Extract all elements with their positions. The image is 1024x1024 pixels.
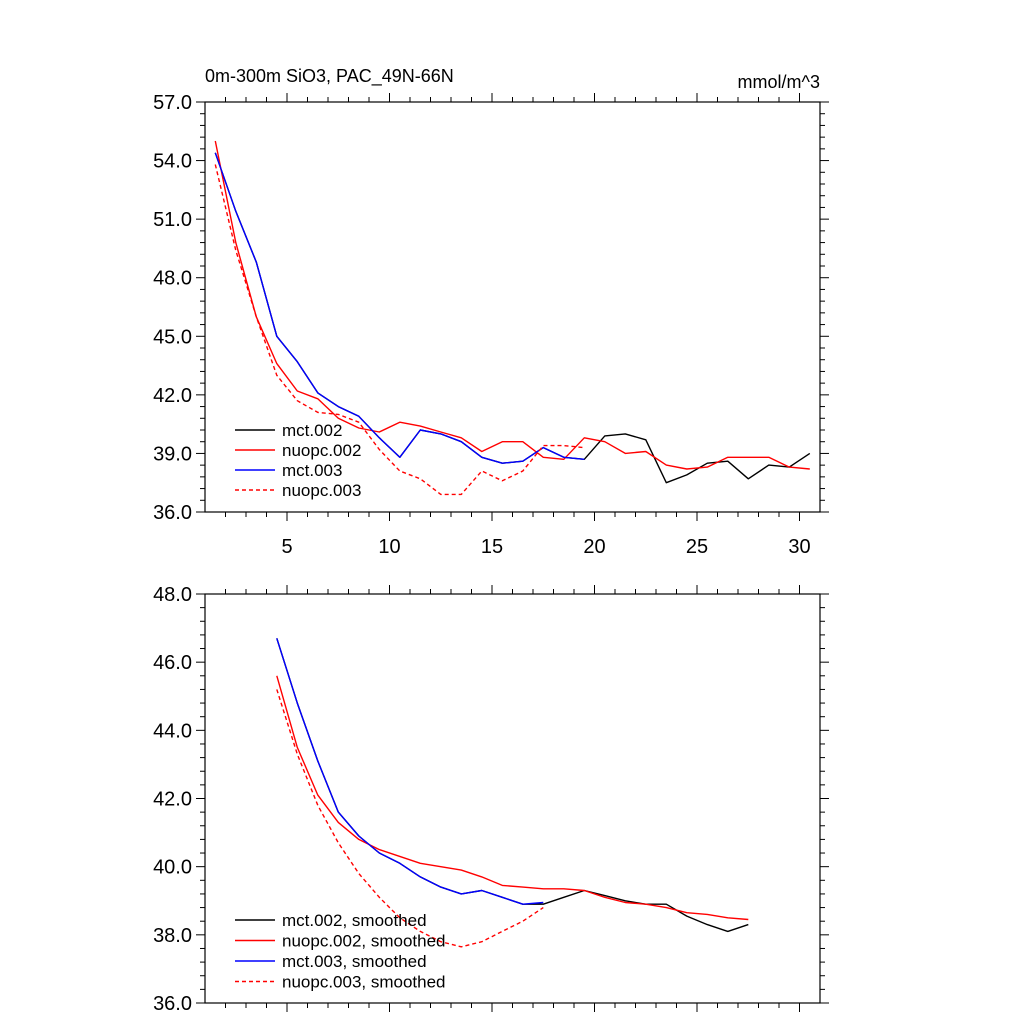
series-line-nuopc-002	[214, 140, 810, 470]
chart-title: 0m-300m SiO3, PAC_49N-66N	[205, 66, 454, 87]
x-tick-label: 25	[686, 536, 708, 558]
y-tick-label: 48.0	[153, 268, 192, 290]
y-tick-label: 54.0	[153, 151, 192, 173]
legend-label: mct.002, smoothed	[282, 911, 427, 930]
x-tick-label: 5	[281, 536, 292, 558]
bottom-panel: 36.0 38.0 40.0 42.0 44.0 46.0 48.0 mct.002, smo…	[153, 584, 829, 1015]
units-label: mmol/m^3	[738, 72, 820, 92]
y-tick-label: 45.0	[153, 326, 192, 348]
legend-label: nuopc.002	[282, 441, 361, 460]
x-tick-label: 10	[378, 536, 400, 558]
x-tick-label: 20	[583, 536, 605, 558]
y-tick-label: 42.0	[153, 385, 192, 407]
y-tick-label: 48.0	[153, 584, 192, 606]
y-tick-label: 57.0	[153, 92, 192, 114]
x-tick-label: 30	[788, 536, 810, 558]
series-line-mct-003-smoothed	[276, 638, 544, 905]
y-tick-label: 39.0	[153, 443, 192, 465]
legend-label: mct.003, smoothed	[282, 952, 427, 971]
y-tick-label: 38.0	[153, 925, 192, 947]
legend-label: nuopc.003, smoothed	[282, 973, 446, 992]
y-tick-label: 46.0	[153, 652, 192, 674]
series-line-mct-003	[214, 152, 585, 464]
x-tick-label: 15	[481, 536, 503, 558]
y-tick-label: 44.0	[153, 720, 192, 742]
series-line-nuopc-003-smoothed	[276, 689, 544, 948]
legend-label: mct.003	[282, 461, 342, 480]
top-panel: 36.0 39.0 42.0 45.0 48.0 51.0 54.0 57.0 5 10 15 20 2…	[153, 66, 829, 558]
legend-label: nuopc.002, smoothed	[282, 932, 446, 951]
y-tick-label: 36.0	[153, 993, 192, 1015]
legend-label: mct.002	[282, 421, 342, 440]
series-line-nuopc-003	[214, 164, 585, 496]
series-line-mct-002-smoothed	[276, 638, 749, 933]
series-line-nuopc-002-smoothed	[276, 675, 749, 921]
y-tick-label: 36.0	[153, 502, 192, 524]
legend-label: nuopc.003	[282, 481, 361, 500]
y-tick-label: 42.0	[153, 789, 192, 811]
y-tick-label: 40.0	[153, 857, 192, 879]
y-tick-label: 51.0	[153, 209, 192, 231]
